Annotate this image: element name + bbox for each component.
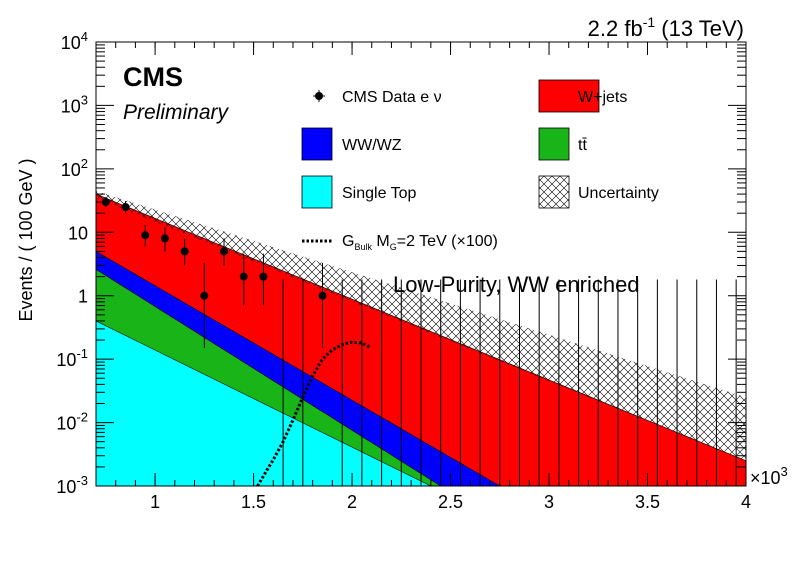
y-tick-label: 10 xyxy=(68,223,88,243)
legend: CMS Data e ν W+jets WW/WZ tt̄ Single Top… xyxy=(301,79,659,252)
area-single-top xyxy=(96,320,431,486)
legend-label-data: CMS Data e ν xyxy=(342,89,442,106)
data-marker xyxy=(220,247,229,256)
legend-label-wjets: W+jets xyxy=(578,89,627,106)
data-marker xyxy=(180,247,189,256)
data-marker xyxy=(160,234,169,243)
data-point xyxy=(220,238,229,266)
y-axis-label: Events / ( 100 GeV ) xyxy=(16,158,36,321)
data-marker xyxy=(200,291,209,300)
data-marker xyxy=(101,198,110,207)
legend-entry-single-top: Single Top xyxy=(301,175,417,209)
y-tick-label: 103 xyxy=(61,92,88,116)
legend-label-single-top: Single Top xyxy=(342,185,417,202)
data-marker xyxy=(259,272,268,281)
y-tick-label: 10-3 xyxy=(56,473,88,497)
preliminary-label: Preliminary xyxy=(123,101,230,124)
x-tick-label: 1.5 xyxy=(241,492,266,512)
cms-label: CMS xyxy=(123,62,183,92)
y-tick-label: 104 xyxy=(61,29,88,53)
data-marker xyxy=(318,291,327,300)
data-point xyxy=(239,253,248,306)
x-tick-label: 3 xyxy=(544,492,554,512)
legend-entry-uncertainty: Uncertainty xyxy=(538,175,659,209)
x-tick-label: 4 xyxy=(741,492,751,512)
data-point xyxy=(160,227,169,252)
legend-entry-signal: GBulk MG=2 TeV (×100) xyxy=(302,233,498,252)
legend-label-uncertainty: Uncertainty xyxy=(578,185,659,202)
data-point xyxy=(259,253,268,306)
data-point xyxy=(180,238,189,266)
data-point xyxy=(200,262,209,348)
y-tick-label: 10-1 xyxy=(56,346,88,370)
plot-frame xyxy=(95,41,747,487)
legend-entry-ttbar: tt̄ xyxy=(538,127,587,161)
legend-label-diboson: WW/WZ xyxy=(342,137,402,154)
x-tick-label: 2 xyxy=(347,492,357,512)
lumi-label: 2.2 fb-1 (13 TeV) xyxy=(588,14,744,41)
x-tick-label: 2.5 xyxy=(438,492,463,512)
legend-label-signal: GBulk MG=2 TeV (×100) xyxy=(342,233,498,252)
y-tick-label: 102 xyxy=(61,156,88,180)
legend-entry-wjets: W+jets xyxy=(538,79,627,113)
x-tick-label: 3.5 xyxy=(635,492,660,512)
y-tick-label: 10-2 xyxy=(56,410,88,434)
data-point xyxy=(318,262,327,348)
legend-entry-diboson: WW/WZ xyxy=(301,127,402,161)
data-point xyxy=(121,201,130,214)
y-tick-label: 1 xyxy=(78,287,88,307)
legend-entry-data: CMS Data e ν xyxy=(313,89,442,106)
data-marker xyxy=(239,272,248,281)
data-marker xyxy=(141,231,150,240)
x-tick-label: 1 xyxy=(150,492,160,512)
data-marker xyxy=(121,203,130,212)
data-point xyxy=(141,225,150,247)
legend-label-ttbar: tt̄ xyxy=(578,137,587,154)
region-label: Low-Purity, WW enriched xyxy=(393,272,640,297)
x-axis-multiplier: ×103 xyxy=(750,464,788,488)
data-point xyxy=(101,197,110,208)
